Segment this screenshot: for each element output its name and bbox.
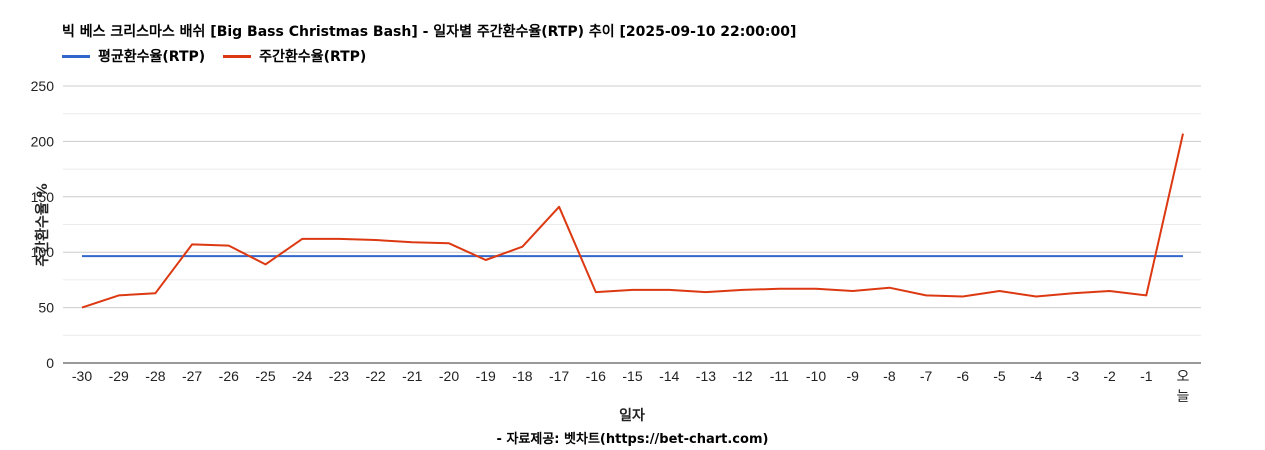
y-tick-label: 250 (31, 78, 55, 94)
y-tick-label: 200 (31, 133, 55, 149)
x-tick-label: -19 (476, 368, 496, 384)
legend-label-average: 평균환수율(RTP) (98, 49, 206, 65)
x-axis-title: 일자 (619, 408, 645, 424)
x-tick-label: -16 (586, 368, 606, 384)
x-tick-label: -10 (806, 368, 826, 384)
y-axis-title: 주간환수율 % (34, 183, 51, 266)
x-tick-label: -22 (365, 368, 385, 384)
x-tick-label: -23 (329, 368, 349, 384)
x-tick-label: 늘 (1177, 388, 1190, 404)
y-tick-label: 0 (46, 355, 54, 371)
x-tick-label: -20 (439, 368, 459, 384)
source-credit: - 자료제공: 벳차트(https://bet-chart.com) (496, 432, 769, 447)
x-tick-label: -12 (732, 368, 752, 384)
x-tick-label: -27 (182, 368, 202, 384)
legend-item-average[interactable]: 평균환수율(RTP) (62, 46, 205, 66)
x-tick-label: -18 (512, 368, 532, 384)
x-tick-label: -13 (696, 368, 716, 384)
x-tick-label: -28 (145, 368, 165, 384)
y-tick-label: 100 (31, 244, 55, 260)
x-tick-label: -30 (72, 368, 92, 384)
x-tick-label: -15 (622, 368, 642, 384)
legend-swatch-weekly (223, 54, 252, 58)
x-tick-label: -14 (659, 368, 679, 384)
x-tick-label: -2 (1103, 368, 1116, 384)
x-tick-label: -29 (109, 368, 129, 384)
legend-item-weekly[interactable]: 주간환수율(RTP) (223, 46, 366, 66)
x-tick-label: -24 (292, 368, 312, 384)
legend: 평균환수율(RTP) 주간환수율(RTP) (62, 46, 384, 66)
x-tick-label: -4 (1030, 368, 1043, 384)
series-line-weekly[interactable] (81, 133, 1184, 309)
x-tick-label: -17 (549, 368, 569, 384)
series-lines (81, 133, 1184, 309)
legend-swatch-average (62, 54, 90, 58)
legend-label-weekly: 주간환수율(RTP) (259, 49, 367, 65)
x-tick-label: -26 (219, 368, 239, 384)
x-tick-label: -11 (770, 368, 789, 384)
chart-title: 빅 베스 크리스마스 배쉬 [Big Bass Christmas Bash] … (62, 24, 797, 40)
x-tick-label: -9 (846, 368, 859, 384)
x-tick-label: -6 (957, 368, 970, 384)
y-tick-label: 50 (38, 300, 54, 316)
x-tick-label: -5 (993, 368, 1006, 384)
y-tick-labels: 0 50 100 150 200 250 (31, 78, 55, 371)
x-tick-label: -25 (255, 368, 275, 384)
x-tick-label: 오 (1177, 368, 1190, 384)
x-tick-label: -3 (1067, 368, 1080, 384)
y-tick-label: 150 (31, 189, 55, 205)
gridlines (63, 85, 1201, 364)
x-tick-label: -7 (920, 368, 933, 384)
x-tick-label: -21 (402, 368, 422, 384)
x-tick-label: -8 (883, 368, 896, 384)
x-tick-label: -1 (1140, 368, 1153, 384)
x-tick-labels: -30 -29 -28 -27 -26 -25 -24 -23 -22 -21 -20 -19 -18 -… (72, 368, 1190, 404)
